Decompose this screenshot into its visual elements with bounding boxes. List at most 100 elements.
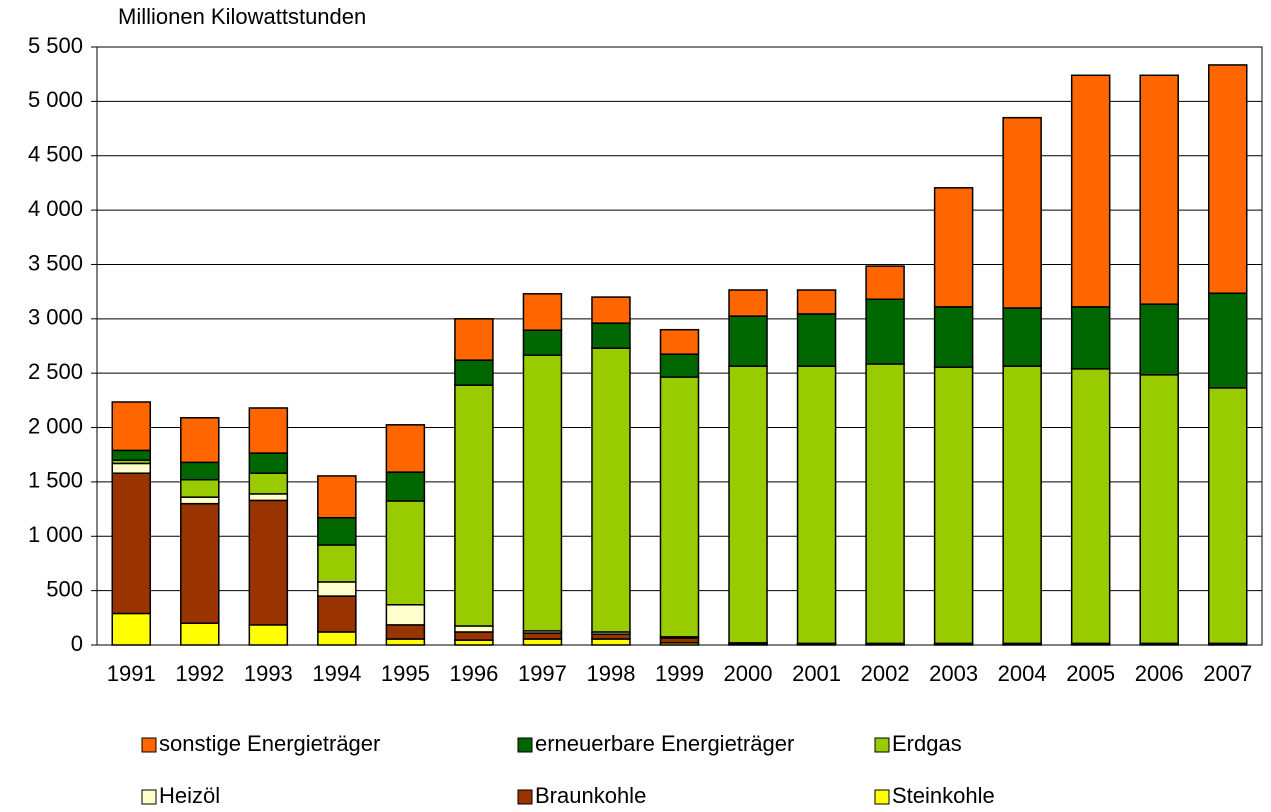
- bar-segment: [248, 452, 289, 474]
- bar-segment: [522, 293, 563, 331]
- bar-segment: [933, 366, 974, 645]
- bar-segment: [1070, 306, 1111, 370]
- bar-segment: [454, 318, 494, 361]
- y-tick-label: 500: [46, 576, 83, 601]
- bar-segment: [865, 298, 905, 365]
- bar-segment: [317, 631, 357, 646]
- bar-segment: [454, 359, 494, 386]
- y-tick-label: 2 500: [28, 359, 83, 384]
- bar-segment: [180, 502, 220, 625]
- legend-label: Braunkohle: [535, 783, 646, 808]
- bar-segment: [796, 313, 837, 367]
- bar-segment: [796, 289, 837, 315]
- bar-segment: [248, 499, 289, 626]
- bar-segment: [454, 625, 494, 633]
- bar-segment: [1070, 368, 1111, 645]
- y-tick-label: 4 000: [28, 196, 83, 221]
- y-tick-label: 1 000: [28, 522, 83, 547]
- y-tick-label: 1 500: [28, 468, 83, 493]
- x-tick-label: 1994: [312, 661, 361, 686]
- bar-segment: [1139, 303, 1179, 376]
- bar-segment: [248, 493, 289, 502]
- bar-segment: [317, 581, 357, 597]
- bar-segment: [180, 496, 220, 505]
- legend-swatch: [517, 737, 533, 753]
- bar-segment: [180, 622, 220, 646]
- bar-segment: [591, 638, 631, 646]
- bar-segment: [522, 329, 563, 356]
- legend-label: Erdgas: [892, 731, 962, 756]
- x-tick-label: 1996: [449, 661, 498, 686]
- x-tick-label: 2005: [1066, 661, 1115, 686]
- x-tick-label: 2002: [861, 661, 910, 686]
- bar-segment: [728, 289, 768, 317]
- legend-label: Heizöl: [159, 783, 220, 808]
- bar-segment: [385, 471, 426, 502]
- bar-segment: [111, 612, 152, 646]
- bar-segment: [248, 624, 289, 646]
- bar-segment: [385, 624, 426, 640]
- bar-segment: [1207, 292, 1248, 389]
- bar-segment: [659, 328, 700, 355]
- bar-segment: [728, 315, 768, 367]
- legend-label: erneuerbare Energieträger: [535, 731, 794, 756]
- bar-segment: [317, 517, 357, 546]
- x-tick-label: 1998: [586, 661, 635, 686]
- x-tick-label: 1991: [107, 661, 156, 686]
- bar-segment: [659, 353, 700, 378]
- bar-segment: [180, 417, 220, 464]
- y-tick-label: 2 000: [28, 413, 83, 438]
- bar-segment: [385, 638, 426, 646]
- x-tick-label: 2004: [998, 661, 1047, 686]
- bar-segment: [111, 449, 152, 461]
- legend-label: sonstige Energieträger: [159, 731, 380, 756]
- bar-segment: [865, 363, 905, 645]
- x-tick-label: 1997: [518, 661, 567, 686]
- x-tick-label: 1992: [175, 661, 224, 686]
- bar-segment: [796, 365, 837, 645]
- legend-swatch: [517, 789, 533, 805]
- bar-segment: [522, 638, 563, 646]
- bar-segment: [522, 354, 563, 632]
- bar-segment: [180, 461, 220, 481]
- y-tick-label: 3 000: [28, 305, 83, 330]
- y-tick-label: 3 500: [28, 250, 83, 275]
- bar-segment: [933, 306, 974, 368]
- x-tick-label: 1993: [244, 661, 293, 686]
- bar-segment: [111, 401, 152, 452]
- bar-segment: [385, 604, 426, 626]
- y-tick-label: 5 000: [28, 87, 83, 112]
- bar-segment: [933, 187, 974, 308]
- bar-segment: [1002, 307, 1042, 367]
- bar-segment: [317, 544, 357, 583]
- legend-swatch: [874, 789, 890, 805]
- legend-swatch: [141, 789, 157, 805]
- bar-segment: [317, 475, 357, 519]
- x-tick-label: 2006: [1135, 661, 1184, 686]
- bar-segment: [385, 424, 426, 473]
- bar-segment: [248, 472, 289, 495]
- bar-segment: [111, 462, 152, 474]
- y-axis-label: Millionen Kilowattstunden: [118, 4, 366, 29]
- bar-segment: [1070, 74, 1111, 308]
- y-tick-label: 4 500: [28, 142, 83, 167]
- bar-segment: [248, 407, 289, 454]
- x-tick-label: 2003: [929, 661, 978, 686]
- bar-segment: [591, 296, 631, 324]
- bar-segment: [1207, 387, 1248, 645]
- bar-segment: [454, 631, 494, 641]
- legend-swatch: [874, 737, 890, 753]
- bar-segment: [385, 500, 426, 606]
- bar-segment: [865, 265, 905, 300]
- bar-segment: [522, 632, 563, 640]
- bar-segment: [591, 347, 631, 633]
- x-tick-label: 2001: [792, 661, 841, 686]
- y-tick-label: 5 500: [28, 33, 83, 58]
- bar-segment: [1139, 374, 1179, 645]
- x-tick-label: 1999: [655, 661, 704, 686]
- x-tick-label: 1995: [381, 661, 430, 686]
- bar-segment: [111, 472, 152, 615]
- y-tick-label: 0: [71, 631, 83, 656]
- bar-segment: [180, 478, 220, 498]
